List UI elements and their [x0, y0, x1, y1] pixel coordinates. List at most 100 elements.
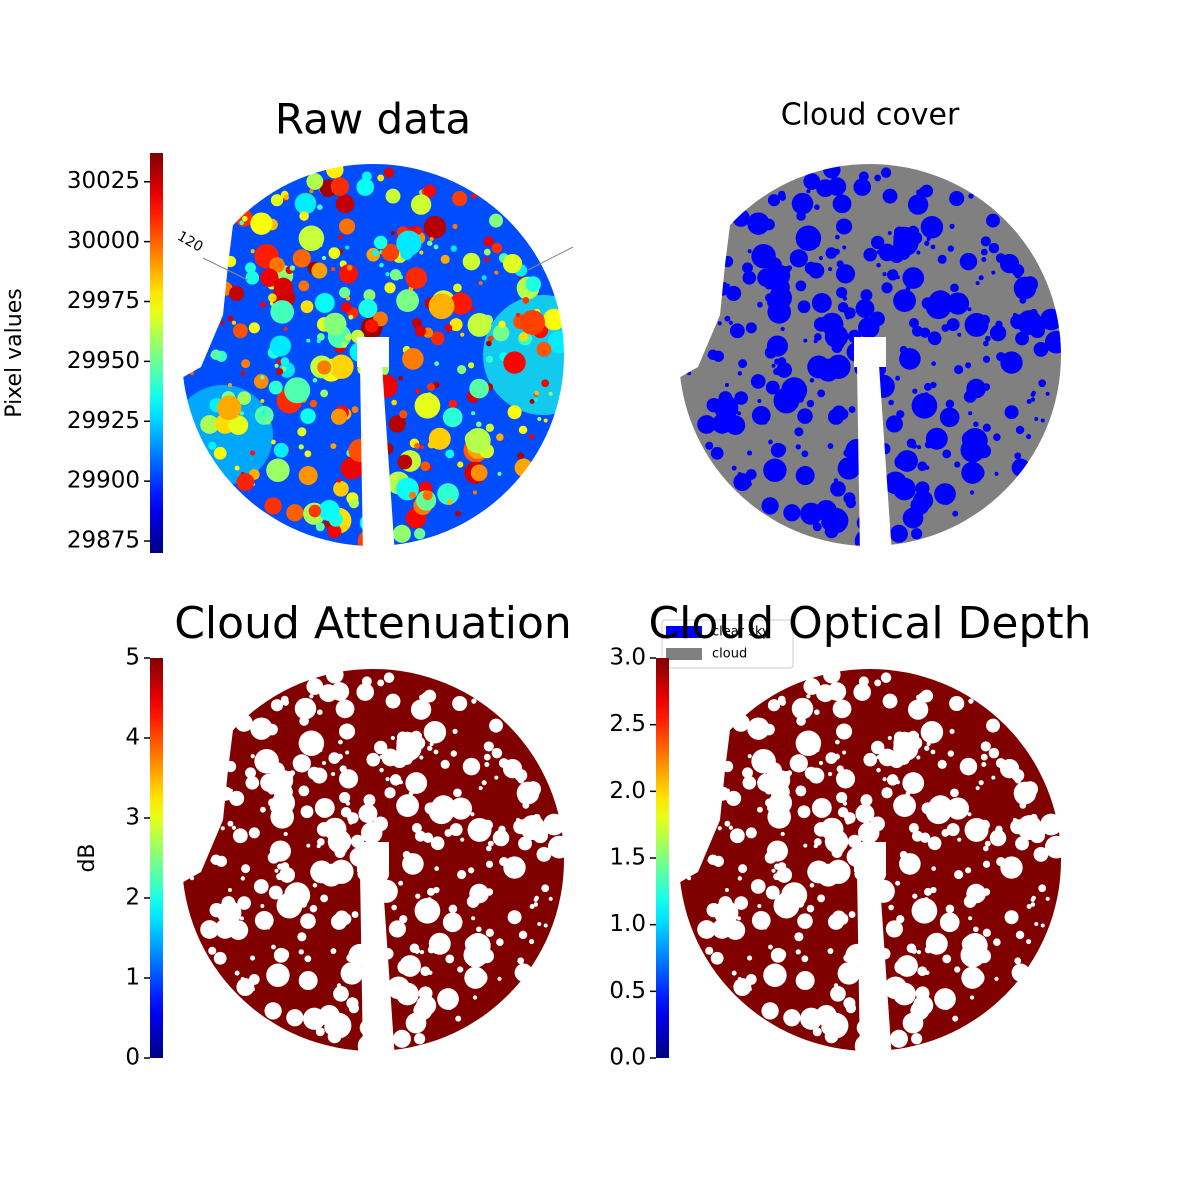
- image-blob: [1004, 910, 1019, 925]
- image-blob: [306, 338, 311, 343]
- image-blob: [862, 970, 887, 994]
- image-blob: [391, 475, 397, 481]
- image-blob: [791, 697, 814, 720]
- image-blob: [507, 405, 522, 420]
- image-blob: [835, 234, 840, 240]
- image-blob: [1044, 835, 1068, 859]
- image-blob: [273, 782, 293, 802]
- image-blob: [927, 836, 942, 850]
- image-blob: [240, 876, 246, 881]
- image-blob: [359, 1019, 377, 1036]
- image-blob: [467, 817, 492, 842]
- image-blob: [457, 870, 467, 880]
- image-blob: [457, 461, 464, 468]
- image-blob: [845, 497, 857, 509]
- image-blob: [889, 1029, 908, 1048]
- image-blob: [336, 983, 342, 988]
- image-blob: [317, 865, 332, 880]
- image-blob: [751, 406, 771, 425]
- image-blob: [860, 495, 873, 507]
- image-blob: [316, 339, 321, 344]
- image-blob: [805, 504, 819, 518]
- image-blob: [384, 282, 396, 294]
- image-blob: [697, 415, 716, 434]
- image-blob: [365, 824, 379, 838]
- image-blob: [345, 750, 350, 755]
- image-blob: [408, 996, 417, 1004]
- image-blob: [1019, 296, 1027, 304]
- image-blob: [260, 880, 265, 885]
- image-blob: [483, 236, 494, 247]
- legend-swatch: [666, 648, 702, 660]
- colorbar-tick-label: 29875: [67, 528, 140, 554]
- image-blob: [962, 932, 988, 959]
- image-blob: [1015, 425, 1025, 435]
- image-blob: [725, 920, 746, 941]
- sky-image: [173, 660, 573, 1060]
- image-blob: [339, 723, 356, 740]
- image-blob: [419, 949, 425, 955]
- image-blob: [714, 900, 739, 926]
- image-blob: [372, 754, 379, 761]
- image-blob: [949, 223, 955, 229]
- image-blob: [837, 962, 861, 985]
- image-blob: [340, 341, 348, 349]
- image-blob: [389, 774, 402, 786]
- image-blob: [336, 478, 342, 483]
- image-blob: [317, 204, 323, 211]
- image-blob: [284, 882, 311, 909]
- image-blob: [455, 1015, 462, 1022]
- image-blob: [882, 272, 887, 277]
- image-blob: [240, 371, 246, 376]
- image-blob: [911, 325, 923, 337]
- panel-title: Cloud Optical Depth: [648, 598, 1091, 649]
- image-blob: [887, 735, 892, 741]
- image-blob: [768, 944, 773, 950]
- image-blob: [745, 827, 757, 839]
- image-blob: [300, 408, 316, 424]
- colorbar-tick-label: 2.5: [609, 711, 646, 737]
- image-blob: [823, 666, 841, 684]
- image-blob: [241, 359, 251, 369]
- image-blob: [841, 838, 849, 846]
- image-blob: [795, 971, 815, 991]
- image-blob: [502, 254, 523, 274]
- image-blob: [450, 245, 457, 252]
- image-blob: [237, 896, 252, 910]
- image-blob: [946, 823, 960, 837]
- image-blob: [328, 752, 341, 764]
- image-blob: [450, 750, 457, 757]
- image-blob: [870, 235, 885, 250]
- image-blob: [837, 846, 845, 854]
- image-blob: [276, 873, 284, 881]
- image-blob: [763, 458, 787, 482]
- image-blob: [379, 262, 384, 268]
- image-blob: [298, 225, 325, 252]
- sky-image: [670, 155, 1070, 555]
- image-blob: [321, 1017, 326, 1023]
- image-blob: [453, 788, 462, 798]
- image-blob: [860, 794, 873, 807]
- image-blob: [765, 293, 774, 303]
- image-blob: [411, 823, 422, 834]
- image-blob: [818, 1017, 823, 1023]
- image-blob: [397, 959, 413, 975]
- image-blob: [340, 962, 364, 985]
- image-blob: [767, 699, 781, 712]
- image-blob: [950, 788, 959, 798]
- image-blob: [687, 876, 692, 881]
- image-blob: [329, 859, 354, 884]
- image-blob: [428, 427, 451, 450]
- image-blob: [250, 717, 273, 740]
- image-blob: [410, 194, 432, 215]
- image-blob: [854, 347, 871, 364]
- image-blob: [399, 915, 408, 924]
- image-blob: [239, 725, 245, 731]
- image-blob: [253, 879, 269, 894]
- image-blob: [408, 491, 417, 499]
- image-blob: [274, 363, 279, 368]
- image-blob: [927, 331, 942, 345]
- image-blob: [986, 213, 1000, 228]
- image-blob: [965, 867, 972, 874]
- image-blob: [896, 410, 905, 419]
